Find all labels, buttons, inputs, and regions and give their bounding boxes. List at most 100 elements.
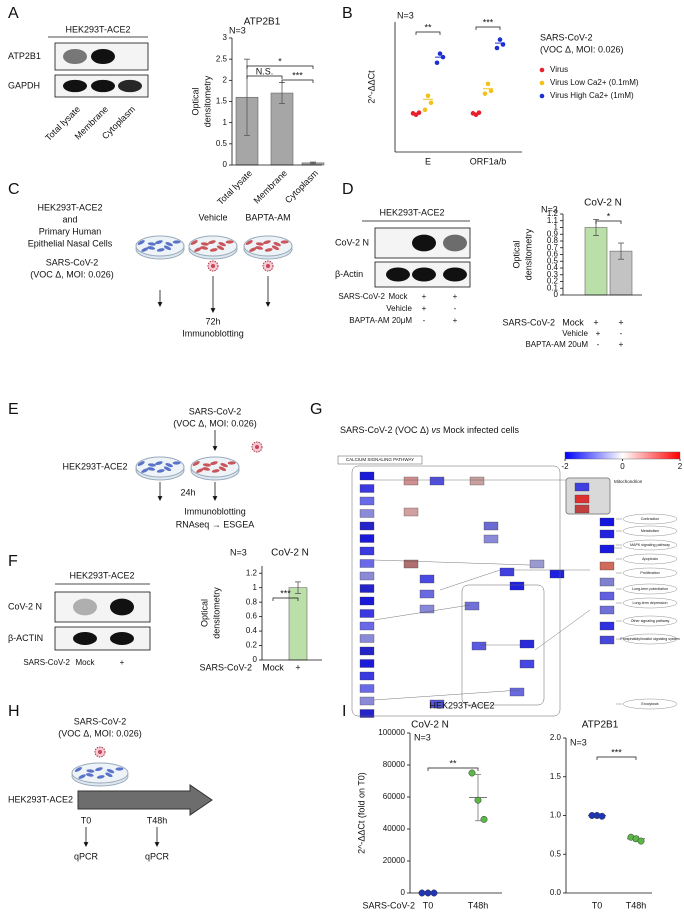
gene-node <box>403 507 419 517</box>
y-axis-label: Optical <box>190 87 200 115</box>
data-point <box>440 54 446 60</box>
y-tick-label: 0 <box>554 290 559 299</box>
label: T0 <box>81 815 92 825</box>
condition-label: Vehicle <box>562 329 588 338</box>
blot-band <box>118 79 142 93</box>
significance-bracket <box>475 26 501 30</box>
gene-node <box>509 687 525 697</box>
cell <box>202 463 211 467</box>
panel-label: H <box>8 703 20 720</box>
data-point <box>425 93 431 99</box>
cell <box>218 242 226 247</box>
output-label: Other signaling pathway <box>631 619 670 623</box>
output-label: Proliferation <box>640 571 659 575</box>
blot-band <box>412 234 436 252</box>
y-tick-label: 0.5 <box>550 849 562 858</box>
label: 24h <box>180 487 195 497</box>
data-point <box>485 81 491 87</box>
y-tick-label: 20000 <box>383 856 406 865</box>
annotation: N=3 <box>414 732 431 742</box>
significance-label: *** <box>611 747 622 757</box>
y-tick-label: 1.5 <box>216 97 228 106</box>
cell <box>249 247 257 252</box>
blot-row-label: GAPDH <box>8 80 40 90</box>
data-point <box>468 769 476 777</box>
cell <box>85 773 94 777</box>
gene-node <box>359 684 375 693</box>
blot-row-label: β-ACTIN <box>8 633 43 643</box>
gene-node <box>359 696 375 706</box>
gene-node <box>471 641 487 651</box>
y-axis-label: 2^-ΔΔCt (fold on T0) <box>356 772 366 854</box>
cell <box>105 772 113 778</box>
er-box <box>461 584 545 706</box>
output-label: Exocytosis <box>641 702 658 706</box>
data-point <box>434 60 440 66</box>
condition-cell: - <box>423 316 426 325</box>
y-tick-label: 3 <box>223 33 228 42</box>
significance-bracket <box>281 79 314 83</box>
cell <box>155 240 163 245</box>
gene-node <box>574 494 590 504</box>
blot-title: HEK293T-ACE2 <box>379 207 444 217</box>
output-oval <box>622 583 678 595</box>
cell <box>147 242 156 246</box>
data-point <box>476 110 482 115</box>
condition-cell: - <box>620 329 623 338</box>
data-point <box>416 110 422 115</box>
significance-label: *** <box>483 17 494 27</box>
annotation: N=3 <box>397 10 414 20</box>
annotation: N=3 <box>570 737 587 747</box>
group-title: HEK293T-ACE2 <box>429 700 494 710</box>
gene-node <box>464 601 480 611</box>
x-tick-label: E <box>425 156 431 166</box>
data-point <box>424 889 432 897</box>
data-point <box>598 812 606 820</box>
compartment: Mitochondrion <box>614 479 643 484</box>
cell <box>172 240 181 244</box>
y-tick-label: 80000 <box>383 760 406 769</box>
cell <box>192 461 200 466</box>
gene-node <box>359 584 375 593</box>
cell <box>86 769 95 773</box>
y-tick-label: 1.5 <box>550 772 562 781</box>
pathway-edge <box>373 604 471 621</box>
condition-label: Vehicle <box>386 304 412 313</box>
gene-node <box>519 659 535 669</box>
gene-node <box>359 709 375 718</box>
culture-dish <box>71 762 129 784</box>
legend-swatch <box>539 80 545 86</box>
condition-cell: + <box>120 658 125 667</box>
blot-title: HEK293T-ACE2 <box>69 570 134 580</box>
y-tick-label: 0.6 <box>547 250 559 259</box>
chart-title: CoV-2 N <box>584 198 622 209</box>
blot-band <box>63 48 87 65</box>
blot-band <box>73 632 97 645</box>
label: T48h <box>147 815 168 825</box>
cell <box>156 469 165 473</box>
y-tick-label: 60000 <box>383 792 406 801</box>
x-tick-label: T0 <box>423 900 434 910</box>
output-oval <box>622 525 678 537</box>
cell <box>137 240 145 245</box>
output-oval <box>622 567 678 579</box>
data-point <box>437 51 443 56</box>
culture-dish <box>190 456 240 478</box>
cell <box>78 774 86 779</box>
significance-label: * <box>278 56 282 66</box>
significance-bracket <box>415 31 441 35</box>
y-axis-label: densitometry <box>211 587 221 639</box>
label: HEK293T-ACE2 <box>62 461 127 471</box>
gene-node <box>483 521 499 531</box>
cell <box>220 463 228 468</box>
significance-bracket <box>595 220 622 224</box>
gene-node <box>359 659 375 668</box>
gene-node <box>359 571 375 581</box>
cell <box>271 245 280 251</box>
gene-node <box>599 561 615 571</box>
culture-dish <box>135 456 185 478</box>
y-tick-label: 1 <box>223 118 228 127</box>
y-tick-label: 0.2 <box>547 277 559 286</box>
blot-row-label: ATP2B1 <box>8 51 41 61</box>
panel-label: I <box>342 703 346 720</box>
